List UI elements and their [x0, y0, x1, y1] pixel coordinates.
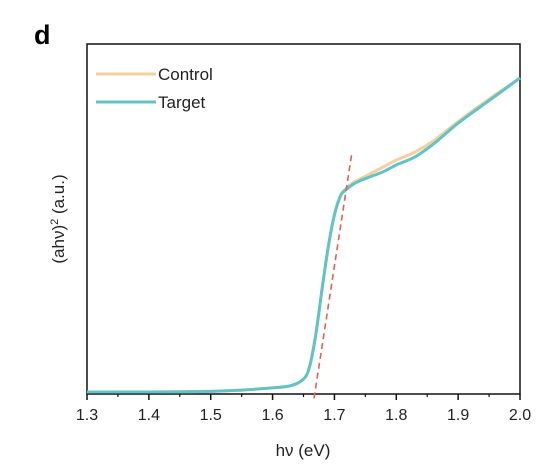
y-axis-label: (ahν)2 (a.u.): [49, 174, 68, 263]
fit-line-group: [313, 153, 353, 399]
series-lines: [86, 76, 521, 394]
legend: Control Target: [96, 65, 213, 112]
x-tick-label: 1.6: [261, 407, 283, 424]
x-tick-label: 1.9: [447, 407, 469, 424]
x-tick-label: 1.4: [138, 407, 160, 424]
legend-label-target: Target: [158, 93, 206, 112]
x-tick-label: 2.0: [509, 407, 531, 424]
series-line-target: [86, 76, 521, 394]
x-tick-label: 1.3: [76, 407, 98, 424]
x-tick-label: 1.7: [323, 407, 345, 424]
x-tick-labels: 1.3 1.4 1.5 1.6 1.7 1.8 1.9 2.0: [76, 407, 531, 424]
x-tick-label: 1.8: [385, 407, 407, 424]
legend-label-control: Control: [158, 65, 213, 84]
panel-label: d: [34, 20, 51, 50]
fit-line: [313, 153, 353, 399]
x-tick-label: 1.5: [200, 407, 222, 424]
x-ticks: [86, 394, 521, 400]
plot-frame: [86, 43, 521, 395]
x-axis-label: hν (eV): [276, 441, 331, 460]
